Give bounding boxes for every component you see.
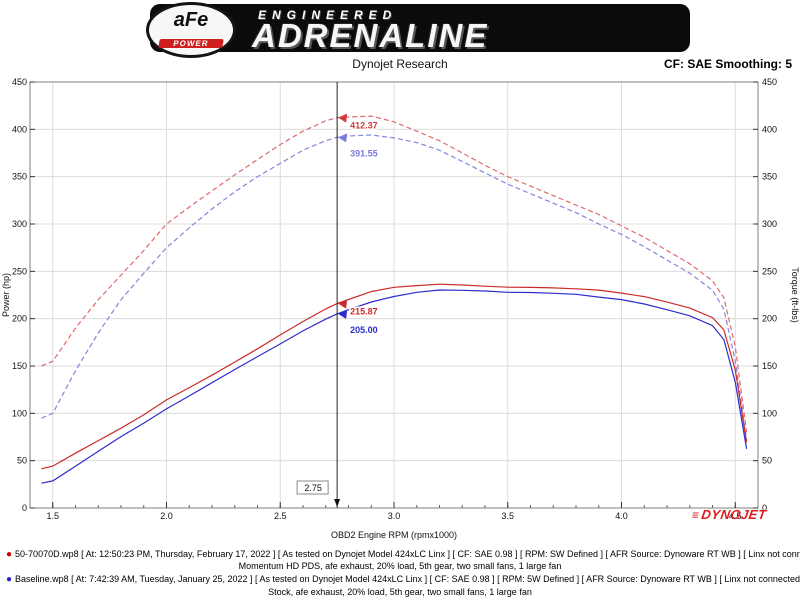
run-legend-1-notes: Momentum HD PDS, afe exhaust, 20% load, … — [238, 561, 562, 572]
right-axis-label: Torque (ft-lbs) — [790, 267, 800, 323]
cursor-value-label: 412.37 — [350, 121, 378, 131]
svg-text:250: 250 — [12, 266, 27, 276]
x-axis-label: OBD2 Engine RPM (rpmx1000) — [331, 530, 457, 540]
svg-text:4.0: 4.0 — [615, 511, 628, 521]
cursor-marker-arrow-icon — [338, 309, 348, 319]
svg-text:450: 450 — [762, 77, 777, 87]
svg-text:0: 0 — [762, 503, 767, 513]
cursor-marker-arrow-icon — [338, 113, 348, 123]
smoothing-setting[interactable]: CF: SAE Smoothing: 5 — [664, 57, 792, 71]
svg-text:0: 0 — [22, 503, 27, 513]
svg-text:50: 50 — [762, 456, 772, 466]
chart-area: 1.5 2.0 2.5 3.0 3.5 4.0 4.5 0 0 50 50 100 100 150 150 2… — [0, 74, 800, 546]
run-1-meta-text: 50-70070D.wp8 [ At: 12:50:23 PM, Thursda… — [15, 549, 800, 560]
svg-text:50: 50 — [17, 456, 27, 466]
svg-text:200: 200 — [762, 314, 777, 324]
svg-text:150: 150 — [12, 361, 27, 371]
brand-main-text: ADRENALINE — [252, 17, 489, 54]
run-legend: ● 50-70070D.wp8 [ At: 12:50:23 PM, Thursd… — [0, 546, 800, 599]
series-pds-power — [41, 283, 748, 470]
svg-text:150: 150 — [762, 361, 777, 371]
svg-text:400: 400 — [12, 124, 27, 134]
dynojet-logo-text: DYNOJET — [700, 507, 768, 522]
cursor-marker-arrow-icon — [338, 299, 348, 309]
cursor-value-label: 205.00 — [350, 325, 378, 335]
svg-text:2.5: 2.5 — [274, 511, 287, 521]
run-2-bullet-icon: ● — [6, 574, 13, 586]
dynojet-logo: ≡DYNOJET — [691, 507, 768, 522]
power-banner-text: POWER — [158, 39, 224, 48]
run-2-meta-text: Baseline.wp8 [ At: 7:42:39 AM, Tuesday, … — [15, 574, 800, 585]
svg-text:350: 350 — [12, 172, 27, 182]
cursor-marker-arrow-icon — [338, 133, 348, 143]
series-baseline-power — [41, 289, 748, 484]
svg-text:1.5: 1.5 — [46, 511, 59, 521]
svg-text:400: 400 — [762, 124, 777, 134]
app-subtitle: Dynojet Research — [352, 57, 448, 71]
run-1-bullet-icon: ● — [6, 549, 13, 560]
cursor-value-label: 215.87 — [350, 307, 378, 317]
run-legend-1-meta: ● 50-70070D.wp8 [ At: 12:50:23 PM, Thursd… — [6, 548, 800, 561]
svg-text:2.0: 2.0 — [160, 511, 173, 521]
cursor-axis-arrow-icon — [334, 499, 341, 507]
header: ENGINEERED ADRENALINE aFe POWER Dynojet … — [0, 0, 800, 74]
svg-text:250: 250 — [762, 266, 777, 276]
svg-text:3.0: 3.0 — [388, 511, 401, 521]
series-pds-torque — [41, 115, 748, 433]
run-legend-2-notes: Stock, afe exhaust, 20% load, 5th gear, … — [268, 586, 532, 597]
svg-text:350: 350 — [762, 172, 777, 182]
speed-lines-icon: ≡ — [690, 508, 701, 522]
left-axis-label: Power (hp) — [1, 273, 11, 317]
svg-text:200: 200 — [12, 314, 27, 324]
run-legend-2-meta: ● Baseline.wp8 [ At: 7:42:39 AM, Tuesday,… — [6, 573, 800, 586]
dyno-chart[interactable]: 1.5 2.0 2.5 3.0 3.5 4.0 4.5 0 0 50 50 100 100 150 150 2… — [0, 74, 800, 546]
brand-banner: ENGINEERED ADRENALINE — [150, 4, 690, 54]
subheader: Dynojet Research CF: SAE Smoothing: 5 — [0, 56, 800, 74]
svg-text:100: 100 — [762, 408, 777, 418]
afe-logo-text: aFe — [173, 9, 209, 31]
brand-top-text: ENGINEERED — [258, 8, 398, 22]
svg-text:4.5: 4.5 — [729, 511, 742, 521]
svg-text:300: 300 — [12, 219, 27, 229]
svg-text:3.5: 3.5 — [501, 511, 514, 521]
cursor-x-label: 2.75 — [304, 483, 322, 493]
series-baseline-torque — [41, 134, 748, 440]
svg-text:450: 450 — [12, 77, 27, 87]
svg-text:300: 300 — [762, 219, 777, 229]
cursor-value-label: 391.55 — [350, 148, 378, 158]
afe-power-badge: aFe POWER — [146, 2, 236, 58]
svg-text:100: 100 — [12, 408, 27, 418]
